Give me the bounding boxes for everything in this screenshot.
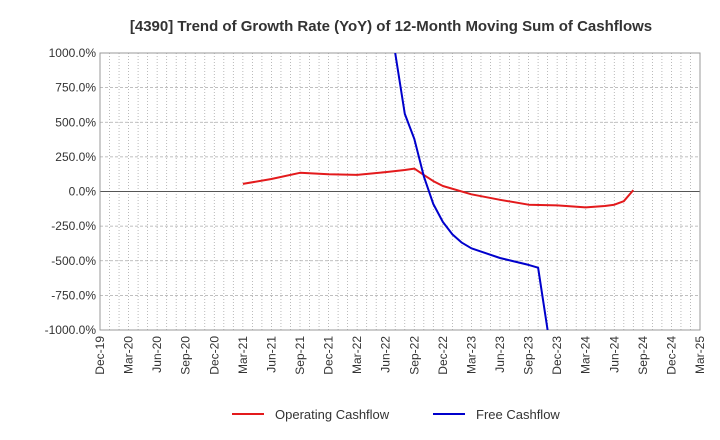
x-tick-label: Dec-23 xyxy=(550,336,564,375)
y-tick-label: 500.0% xyxy=(55,115,96,129)
legend-label: Free Cashflow xyxy=(476,407,560,422)
x-tick-label: Jun-22 xyxy=(379,336,393,373)
x-tick-label: Jun-23 xyxy=(493,336,507,373)
y-tick-label: 250.0% xyxy=(55,150,96,164)
x-tick-label: Jun-21 xyxy=(264,336,278,373)
x-tick-label: Mar-25 xyxy=(693,336,707,374)
x-tick-label: Dec-19 xyxy=(93,336,107,375)
x-tick-label: Dec-22 xyxy=(436,336,450,375)
series-line-operating-cashflow xyxy=(242,167,635,209)
x-tick-label: Sep-24 xyxy=(636,336,650,375)
chart-title: [4390] Trend of Growth Rate (YoY) of 12-… xyxy=(130,18,652,35)
y-axis-ticks: 1000.0% 750.0% 500.0% 250.0% 0.0% -250.0% -500… xyxy=(45,46,97,337)
series-line-free-cashflow xyxy=(394,53,549,330)
x-tick-label: Dec-20 xyxy=(207,336,221,375)
x-tick-label: Mar-22 xyxy=(350,336,364,374)
x-tick-label: Sep-23 xyxy=(522,336,536,375)
series-lines xyxy=(242,53,635,330)
x-tick-label: Sep-22 xyxy=(407,336,421,375)
legend: Operating Cashflow Free Cashflow xyxy=(232,407,560,422)
x-tick-label: Mar-21 xyxy=(236,336,250,374)
y-tick-label: 0.0% xyxy=(69,185,97,199)
x-tick-label: Mar-24 xyxy=(579,336,593,374)
x-tick-label: Dec-21 xyxy=(322,336,336,375)
y-tick-label: -1000.0% xyxy=(45,323,97,337)
y-tick-label: 1000.0% xyxy=(49,46,97,60)
y-tick-label: -250.0% xyxy=(51,219,96,233)
y-tick-label: -750.0% xyxy=(51,288,96,302)
plot-frame xyxy=(99,52,701,331)
x-tick-label: Sep-21 xyxy=(293,336,307,375)
grid xyxy=(100,52,700,331)
x-axis-ticks: Dec-19 Mar-20 Jun-20 Sep-20 Dec-20 Mar-21 Jun-… xyxy=(93,336,707,375)
x-tick-label: Jun-20 xyxy=(150,336,164,373)
y-tick-label: 750.0% xyxy=(55,81,96,95)
x-tick-label: Mar-20 xyxy=(122,336,136,374)
y-tick-label: -500.0% xyxy=(51,254,96,268)
x-tick-label: Mar-23 xyxy=(464,336,478,374)
x-tick-label: Sep-20 xyxy=(179,336,193,375)
legend-label: Operating Cashflow xyxy=(275,407,390,422)
x-tick-label: Dec-24 xyxy=(664,336,678,375)
x-tick-label: Jun-24 xyxy=(607,336,621,373)
